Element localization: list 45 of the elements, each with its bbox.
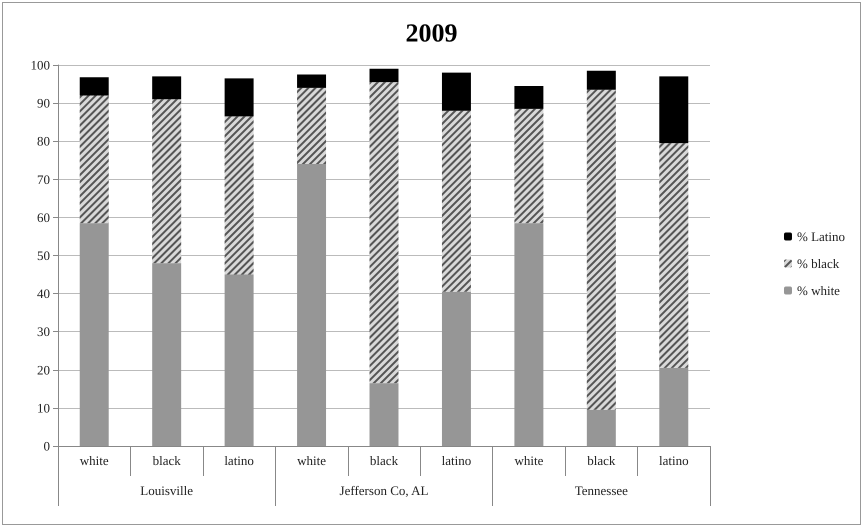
y-tick-label: 10 bbox=[37, 400, 50, 416]
legend-label: % black bbox=[796, 256, 840, 271]
x-tick-label: black bbox=[370, 453, 399, 468]
x-tick-label: latino bbox=[442, 453, 472, 468]
y-tick-label: 40 bbox=[37, 286, 50, 302]
text: Louisville bbox=[140, 483, 194, 498]
bar bbox=[370, 68, 398, 82]
chart-title: 2009 bbox=[406, 18, 458, 48]
x-tick-label: white bbox=[514, 453, 544, 468]
bar bbox=[370, 383, 398, 446]
y-tick-label: 20 bbox=[37, 362, 50, 378]
bar bbox=[297, 164, 326, 446]
bar bbox=[80, 77, 109, 96]
x-tick-label: latino bbox=[658, 453, 689, 468]
x-tick-label: latino bbox=[224, 453, 254, 468]
y-tick-label: 100 bbox=[30, 58, 50, 72]
bar bbox=[659, 76, 688, 144]
y-tick-label: 50 bbox=[37, 248, 50, 263]
y-tick-label: 0 bbox=[44, 438, 50, 454]
legend-label: % Latino bbox=[796, 229, 845, 244]
legend-label: % white bbox=[796, 283, 840, 298]
bar bbox=[152, 76, 182, 100]
y-tick-label: 80 bbox=[37, 134, 50, 149]
bar bbox=[152, 263, 182, 446]
bar bbox=[514, 223, 544, 446]
bar bbox=[224, 274, 254, 446]
bar bbox=[514, 86, 544, 109]
x-tick-label: white bbox=[80, 453, 109, 468]
y-tick-label: 30 bbox=[37, 324, 50, 340]
bar bbox=[224, 78, 254, 116]
x-tick-label: black bbox=[152, 453, 182, 468]
bar bbox=[586, 70, 616, 90]
y-tick-label: 70 bbox=[37, 172, 50, 187]
bar bbox=[80, 223, 109, 446]
bar bbox=[659, 368, 688, 446]
y-tick-label: 60 bbox=[37, 210, 50, 225]
bar bbox=[442, 72, 471, 111]
text: Jefferson Co, AL bbox=[340, 483, 429, 498]
x-tick-label: black bbox=[587, 453, 616, 468]
bar bbox=[297, 74, 326, 88]
x-tick-label: white bbox=[297, 453, 326, 468]
text: Tennessee bbox=[574, 483, 628, 498]
bar bbox=[586, 410, 616, 446]
bar bbox=[442, 292, 471, 446]
y-tick-label: 90 bbox=[37, 96, 50, 111]
